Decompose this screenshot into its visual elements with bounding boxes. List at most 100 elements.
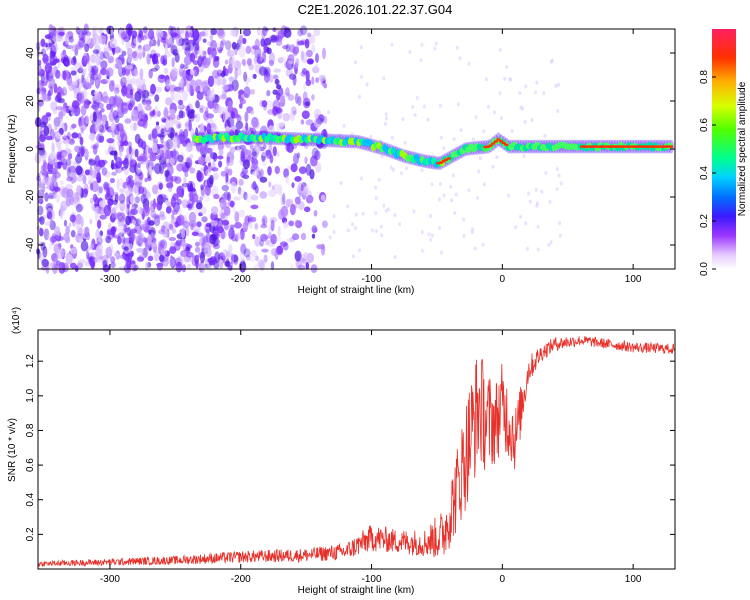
noise-speck bbox=[136, 247, 144, 253]
noise-speck bbox=[54, 125, 58, 131]
noise-speck bbox=[105, 120, 109, 131]
noise-speck bbox=[237, 67, 242, 76]
noise-speck bbox=[302, 188, 309, 199]
noise-speck bbox=[535, 80, 539, 85]
noise-speck bbox=[71, 100, 80, 110]
noise-speck bbox=[393, 213, 397, 218]
noise-speck bbox=[63, 219, 68, 227]
noise-speck bbox=[181, 199, 188, 209]
noise-speck bbox=[87, 62, 92, 73]
noise-speck bbox=[458, 56, 462, 61]
noise-speck bbox=[269, 74, 274, 83]
noise-speck bbox=[282, 193, 286, 205]
noise-speck bbox=[351, 254, 355, 259]
noise-speck bbox=[42, 53, 49, 64]
noise-speck bbox=[239, 144, 247, 150]
noise-speck bbox=[222, 77, 226, 86]
noise-speck bbox=[286, 142, 294, 154]
noise-speck bbox=[118, 193, 126, 204]
noise-speck bbox=[151, 128, 158, 140]
noise-speck bbox=[213, 193, 220, 200]
noise-speck bbox=[323, 128, 327, 137]
noise-speck bbox=[115, 192, 120, 201]
snr-y-ticks: 0.2 0.4 0.6 0.8 1.0 1.2 bbox=[25, 354, 675, 541]
noise-speck bbox=[164, 250, 171, 257]
y-tick-label: 40 bbox=[25, 47, 36, 59]
noise-speck bbox=[158, 74, 166, 80]
noise-speck bbox=[228, 100, 233, 109]
noise-speck bbox=[96, 219, 102, 229]
noise-speck bbox=[498, 91, 502, 96]
noise-speck bbox=[196, 226, 201, 232]
noise-speck bbox=[558, 233, 562, 238]
noise-speck bbox=[277, 29, 285, 39]
noise-speck bbox=[148, 68, 153, 79]
noise-speck bbox=[342, 123, 346, 128]
noise-speck bbox=[374, 196, 378, 201]
noise-speck bbox=[48, 192, 54, 198]
noise-speck bbox=[216, 47, 224, 52]
noise-speck bbox=[420, 42, 424, 47]
y-tick-label: -20 bbox=[25, 189, 36, 204]
noise-speck bbox=[48, 42, 52, 48]
noise-speck bbox=[153, 198, 156, 210]
noise-speck bbox=[98, 186, 103, 194]
noise-speck bbox=[64, 166, 73, 172]
noise-speck bbox=[369, 134, 373, 139]
noise-speck bbox=[65, 137, 69, 150]
noise-speck bbox=[238, 89, 245, 96]
noise-speck bbox=[124, 185, 131, 193]
noise-speck bbox=[92, 193, 98, 203]
noise-speck bbox=[169, 84, 177, 93]
noise-speck bbox=[54, 226, 61, 237]
noise-speck bbox=[108, 222, 112, 230]
noise-speck bbox=[547, 243, 551, 247]
noise-speck bbox=[118, 28, 125, 39]
noise-speck bbox=[304, 101, 310, 106]
noise-speck bbox=[199, 236, 206, 246]
noise-speck bbox=[89, 251, 97, 257]
noise-speck bbox=[228, 76, 236, 81]
noise-speck bbox=[46, 211, 53, 220]
noise-speck bbox=[39, 70, 44, 75]
noise-speck bbox=[195, 241, 200, 247]
noise-speck bbox=[251, 116, 259, 128]
snr-series-line bbox=[37, 335, 676, 568]
noise-speck bbox=[207, 75, 215, 88]
noise-speck bbox=[152, 184, 158, 195]
noise-speck bbox=[134, 148, 139, 158]
spectrogram-x-ticks: -300 -200 -100 0 100 bbox=[100, 29, 642, 285]
noise-speck bbox=[51, 143, 56, 153]
noise-speck bbox=[95, 53, 100, 66]
noise-speck bbox=[68, 159, 76, 169]
noise-speck bbox=[170, 91, 175, 103]
noise-speck bbox=[53, 32, 57, 39]
noise-speck bbox=[95, 78, 99, 87]
noise-speck bbox=[312, 228, 318, 233]
noise-speck bbox=[74, 44, 81, 50]
noise-speck bbox=[454, 192, 458, 197]
noise-speck bbox=[384, 116, 388, 121]
noise-speck bbox=[116, 59, 123, 69]
noise-speck bbox=[178, 103, 184, 109]
noise-speck bbox=[128, 232, 135, 244]
noise-speck bbox=[382, 203, 386, 208]
noise-speck bbox=[88, 72, 93, 79]
noise-speck bbox=[180, 28, 185, 35]
noise-speck bbox=[438, 103, 442, 108]
noise-speck bbox=[170, 196, 176, 208]
noise-speck bbox=[43, 125, 50, 137]
noise-speck bbox=[217, 29, 226, 39]
noise-speck bbox=[433, 46, 437, 51]
noise-speck bbox=[65, 225, 70, 235]
noise-speck bbox=[536, 247, 540, 252]
noise-speck bbox=[199, 108, 204, 113]
noise-speck bbox=[211, 206, 219, 215]
noise-speck bbox=[522, 154, 526, 159]
noise-speck bbox=[231, 56, 236, 68]
noise-speck bbox=[222, 112, 227, 122]
noise-speck bbox=[470, 227, 474, 232]
noise-speck bbox=[53, 171, 61, 179]
noise-speck bbox=[262, 235, 270, 240]
noise-speck bbox=[285, 43, 291, 53]
